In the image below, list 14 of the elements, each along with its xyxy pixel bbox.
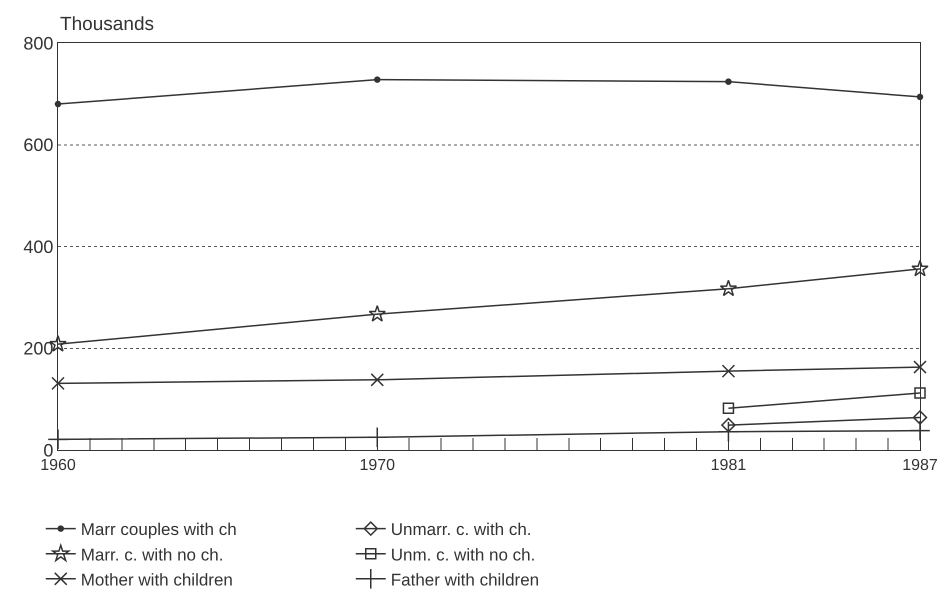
x-tick-label: 1981 [710,457,746,474]
legend-label: Marr. c. with no ch. [80,545,224,564]
x-tick-label: 1970 [359,457,396,474]
legend-label: Unmarr. c. with ch. [390,520,532,540]
legend-label: Marr couples with ch [80,520,237,540]
legend-label: Mother with children [80,570,233,590]
y-tick-label: 800 [23,33,54,54]
legend-label: Father with children [390,570,540,590]
y-tick-label: 600 [23,135,54,156]
y-tick-label: 200 [23,338,54,359]
y-axis-title: Thousands [60,14,154,35]
x-tick-label: 1987 [902,457,938,474]
y-tick-label: 400 [23,236,54,257]
legend-label: Unm. c. with no ch. [390,545,536,564]
